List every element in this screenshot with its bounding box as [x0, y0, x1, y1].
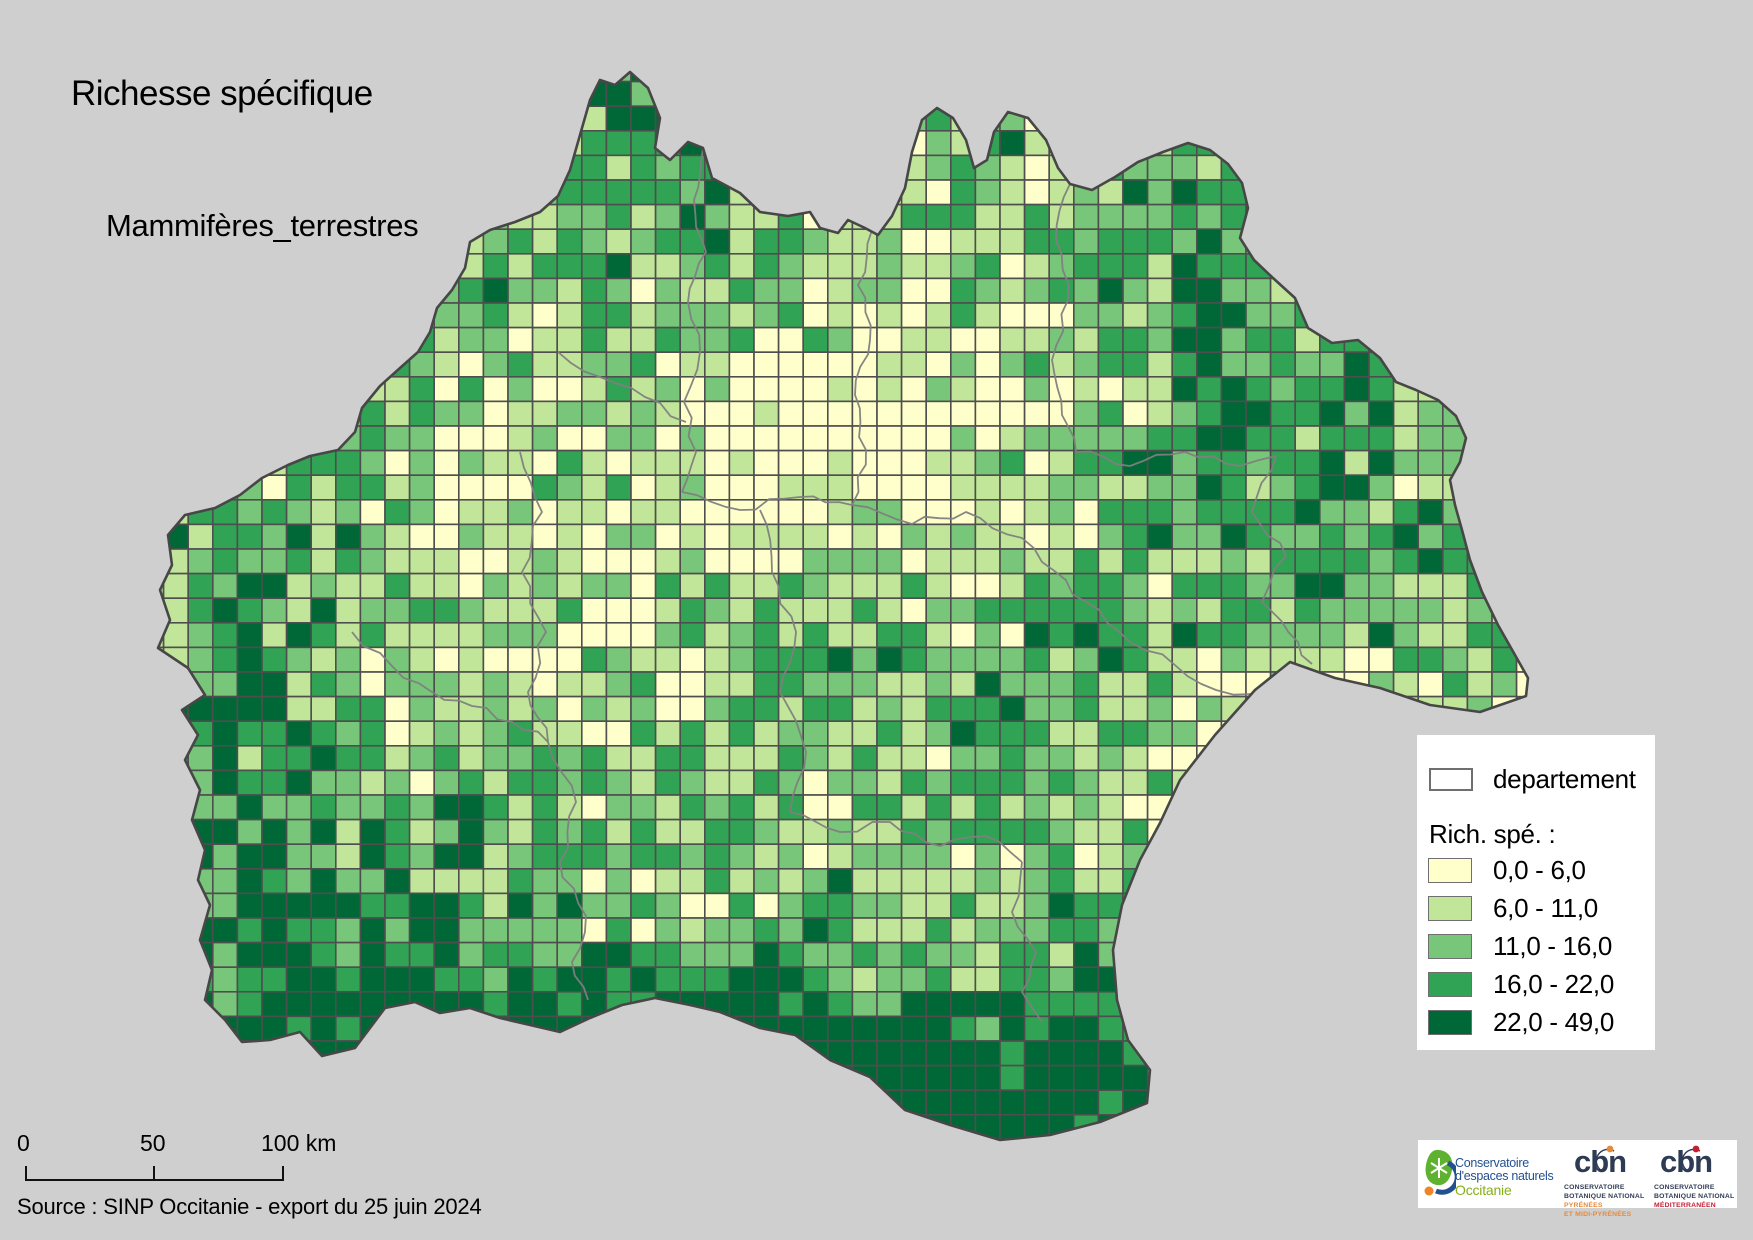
region-outline: [156, 70, 1530, 1142]
cbn-med-line3: MÉDITERRANÉEN: [1654, 1202, 1716, 1209]
legend-class-label: 6,0 - 11,0: [1493, 893, 1598, 923]
scale-label-50: 50: [140, 1130, 166, 1156]
cen-line3: Occitanie: [1455, 1182, 1512, 1198]
legend-class-swatch: [1428, 972, 1472, 997]
legend-departement-swatch: [1429, 768, 1473, 791]
legend-class-row: 11,0 - 16,0: [1428, 931, 1614, 961]
legend-group-title: Rich. spé. :: [1429, 819, 1556, 849]
legend-class-swatch: [1428, 934, 1472, 959]
source-text: Source : SINP Occitanie - export du 25 j…: [17, 1194, 482, 1219]
department-boundary: [681, 147, 707, 493]
logo-strip: Conservatoire d'espaces naturels Occitan…: [1418, 1140, 1737, 1218]
legend-class-swatch: [1428, 1010, 1472, 1035]
legend-class-list: 0,0 - 6,0 6,0 - 11,0 11,0 - 16,0 16,0 - …: [1428, 855, 1615, 1048]
department-boundary: [851, 229, 873, 506]
department-boundary: [759, 509, 807, 813]
cen-line1: Conservatoire: [1455, 1156, 1529, 1170]
legend-class-row: 16,0 - 22,0: [1428, 969, 1615, 999]
cbn-pyr-line1: CONSERVATOIRE: [1564, 1184, 1625, 1191]
cbn-pyrenees-logo: cbn CONSERVATOIRE BOTANIQUE NATIONAL PYR…: [1564, 1144, 1652, 1219]
department-boundary: [1041, 561, 1253, 696]
cen-line2: d'espaces naturels: [1455, 1168, 1554, 1183]
legend-class-row: 22,0 - 49,0: [1428, 1007, 1615, 1037]
legend-class-row: 0,0 - 6,0: [1428, 855, 1614, 885]
legend-departement-row: departement: [1429, 764, 1636, 794]
scale-label-0: 0: [17, 1130, 30, 1156]
legend-class-label: 22,0 - 49,0: [1493, 1007, 1615, 1037]
scale-label-100: 100 km: [261, 1130, 337, 1156]
department-boundary: [1011, 861, 1043, 1023]
legend-class-row: 6,0 - 11,0: [1428, 893, 1614, 923]
cbn-med-line1: CONSERVATOIRE: [1654, 1184, 1715, 1191]
department-boundary: [1051, 183, 1077, 453]
legend-departement-label: departement: [1493, 764, 1636, 794]
scale-bar: [25, 1166, 284, 1181]
cbn-acronym-icon: cbn: [1660, 1144, 1713, 1179]
svg-text:cbn: cbn: [1574, 1144, 1626, 1178]
cbn-mediterraneen-logo: cbn CONSERVATOIRE BOTANIQUE NATIONAL MÉD…: [1654, 1144, 1736, 1210]
cen-occitanie-logo-text: Conservatoire d'espaces naturels Occitan…: [1455, 1156, 1554, 1198]
svg-text:cbn: cbn: [1660, 1144, 1712, 1178]
cbn-pyr-line4: ET MIDI-PYRÉNÉES: [1564, 1211, 1632, 1218]
department-boundary: [557, 351, 687, 423]
department-boundary: [789, 811, 1023, 863]
map-subtitle: Mammifères_terrestres: [106, 208, 419, 243]
department-boundary: [547, 741, 589, 1001]
map-title: Richesse spécifique: [71, 74, 373, 113]
legend-class-swatch: [1428, 896, 1472, 921]
legend-class-label: 0,0 - 6,0: [1493, 855, 1586, 885]
cbn-med-line2: BOTANIQUE NATIONAL: [1654, 1193, 1735, 1200]
legend: departement Rich. spé. : 0,0 - 6,0 6,0 -…: [1417, 735, 1655, 1050]
legend-class-label: 16,0 - 22,0: [1493, 969, 1615, 999]
department-boundary: [681, 491, 853, 511]
department-boundary: [851, 504, 1043, 563]
department-boundary: [351, 631, 549, 743]
legend-class-swatch: [1428, 858, 1472, 883]
cbn-pyr-line2: BOTANIQUE NATIONAL: [1564, 1193, 1645, 1200]
legend-class-label: 11,0 - 16,0: [1493, 931, 1613, 961]
department-boundary: [1075, 450, 1277, 467]
department-boundary: [519, 451, 549, 743]
cbn-acronym-icon: cbn: [1574, 1144, 1627, 1179]
cbn-pyr-line3: PYRÉNÉES: [1564, 1202, 1603, 1209]
department-boundary: [1251, 455, 1313, 665]
cen-occitanie-logo-icon: [1424, 1149, 1456, 1196]
